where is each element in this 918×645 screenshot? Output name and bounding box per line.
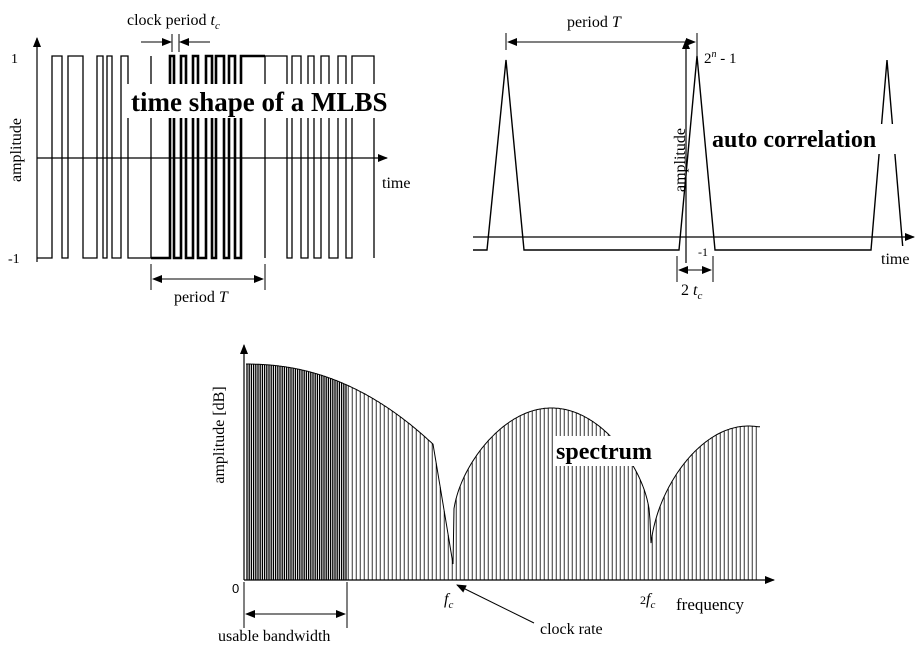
- autocorr-x-label: time: [881, 251, 909, 268]
- autocorr-title: auto correlation: [712, 127, 876, 153]
- mlbs-title: time shape of a MLBS: [131, 87, 388, 117]
- autocorr-panel: period T 2n - 1 amplitude auto correlati…: [473, 14, 918, 302]
- spectrum-origin: 0: [232, 581, 239, 596]
- autocorr-peak-label: 2n - 1: [704, 49, 737, 67]
- autocorr-y-label: amplitude: [672, 128, 689, 192]
- spectrum-2fc-label: 2fc: [640, 591, 655, 611]
- autocorr-title-bg: [708, 124, 916, 154]
- autocorr-x-label-bg: [880, 246, 918, 268]
- autocorr-curve: [473, 55, 904, 251]
- mlbs-tick-high: 1: [11, 52, 18, 67]
- spectrum-envelope: [246, 363, 760, 565]
- mlbs-panel: 1 -1 amplitude time clock period tc time…: [8, 12, 410, 306]
- autocorr-floor-label: -1: [698, 245, 708, 259]
- spectrum-title-bg: [553, 436, 676, 466]
- spectrum-fc-label: fc: [444, 591, 453, 611]
- mlbs-title-bg: [127, 84, 404, 118]
- spectrum-bars: [246, 364, 757, 580]
- clock-rate-pointer: [456, 584, 535, 624]
- mlbs-clock-label: clock period tc: [127, 12, 220, 32]
- clock-rate-label: clock rate: [540, 621, 603, 638]
- bandwidth-label: usable bandwidth: [218, 628, 330, 645]
- mlbs-x-label: time: [382, 175, 410, 192]
- spectrum-y-label: amplitude [dB]: [211, 386, 228, 483]
- mlbs-waveform-period: [151, 54, 265, 260]
- autocorr-period-label: period T: [567, 14, 622, 31]
- mlbs-waveform: [37, 55, 375, 259]
- mlbs-y-label: amplitude: [8, 118, 25, 182]
- spectrum-panel: amplitude [dB] 0 spectrum fc 2fc frequen…: [211, 344, 775, 645]
- spectrum-title: spectrum: [556, 439, 652, 465]
- mlbs-tick-low: -1: [8, 252, 20, 267]
- mlbs-period-label: period T: [174, 289, 229, 306]
- autocorr-width-label: 2 tc: [681, 282, 702, 302]
- spectrum-x-label: frequency: [676, 595, 744, 614]
